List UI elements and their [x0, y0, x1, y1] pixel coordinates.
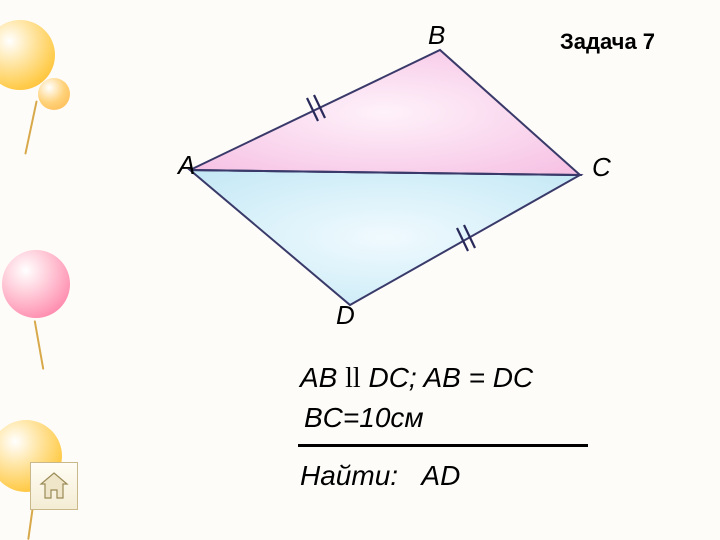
- diagram-svg: [150, 40, 630, 340]
- given-line-2: BC=10см: [304, 402, 424, 434]
- vertex-label-b: B: [428, 20, 445, 51]
- balloon-yellow-top-small: [38, 78, 70, 110]
- vertex-label-c: C: [592, 152, 611, 183]
- geometry-diagram: [150, 40, 630, 340]
- given-eq: AB = DC: [417, 362, 533, 393]
- triangle-abc: [190, 50, 580, 175]
- parallel-symbol: ll: [345, 363, 361, 394]
- find-line: Найти: AD: [300, 460, 460, 492]
- balloon-pink-mid: [2, 250, 70, 318]
- balloon-string-1: [24, 100, 37, 154]
- find-label: Найти:: [300, 460, 398, 491]
- given-ab: AB: [300, 362, 345, 393]
- given-dc: DC;: [361, 362, 417, 393]
- home-icon: [37, 469, 71, 503]
- balloon-string-2: [34, 320, 45, 370]
- given-separator: [298, 444, 588, 447]
- given-line-1: AB ll DC; AB = DC: [300, 362, 533, 395]
- triangle-acd: [190, 170, 580, 305]
- vertex-label-a: A: [178, 150, 195, 181]
- slide: Задача 7: [0, 0, 720, 540]
- vertex-label-d: D: [336, 300, 355, 331]
- home-button[interactable]: [30, 462, 78, 510]
- find-value: AD: [421, 460, 460, 491]
